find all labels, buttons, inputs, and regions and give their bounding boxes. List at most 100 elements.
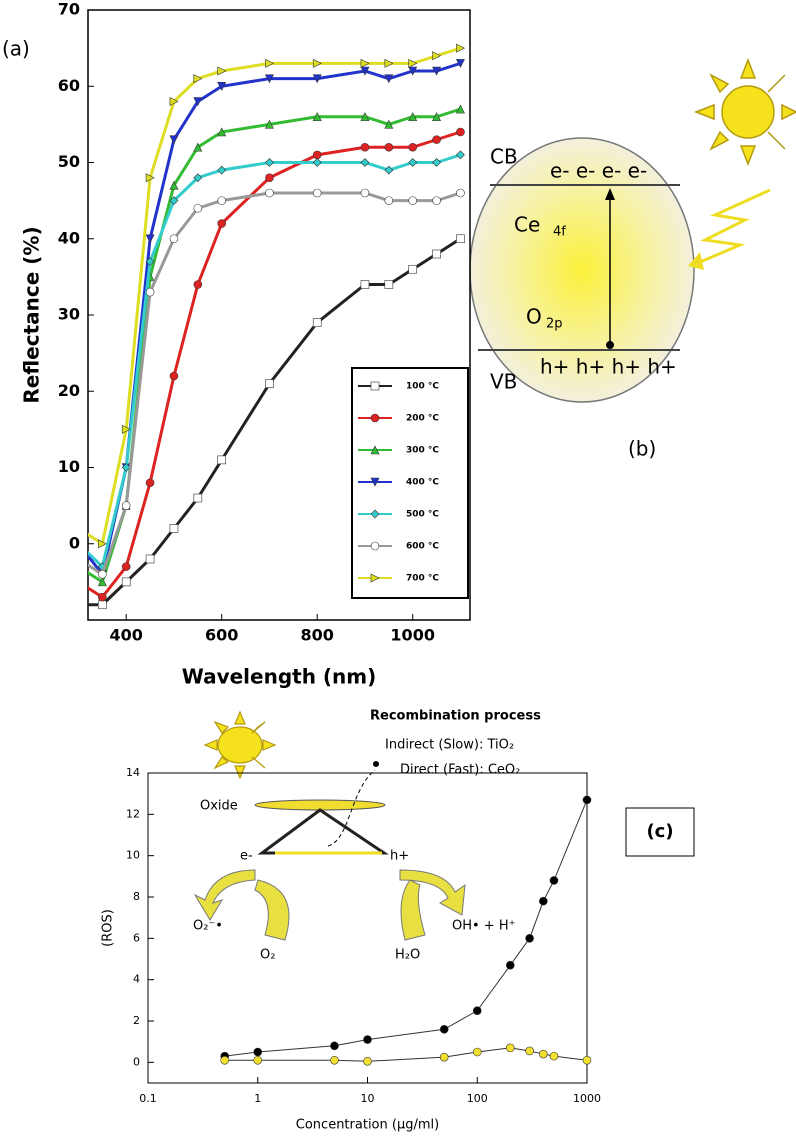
marker <box>439 1024 449 1034</box>
label-box <box>625 807 695 857</box>
y-tick-label: 40 <box>58 228 80 247</box>
marker <box>384 74 394 84</box>
arrow-right <box>399 869 466 916</box>
panel-label: (b) <box>628 437 656 461</box>
panel-label: (a) <box>2 37 30 61</box>
y-tick-label: 10 <box>126 849 140 862</box>
marker <box>97 577 107 587</box>
marker <box>98 600 107 610</box>
recombination-title: Recombination process <box>370 709 541 724</box>
marker <box>330 1055 339 1065</box>
marker <box>264 74 274 84</box>
marker <box>312 74 322 84</box>
marker <box>265 173 274 183</box>
marker <box>193 142 203 152</box>
x-tick-label: 100 <box>467 1092 488 1105</box>
arrow-left <box>193 869 256 921</box>
marker <box>217 219 226 228</box>
marker <box>408 158 418 167</box>
dashed-path <box>327 769 376 847</box>
marker <box>432 66 442 76</box>
marker <box>408 142 418 152</box>
x-axis-label: Wavelength (nm) <box>182 665 377 689</box>
marker <box>121 501 131 510</box>
marker <box>98 569 107 579</box>
x-tick-label: 0.1 <box>139 1092 157 1105</box>
x-tick-label: 10 <box>361 1092 375 1105</box>
marker <box>432 158 441 167</box>
holes: h+ h+ h+ h+ <box>540 355 677 379</box>
x-tick-label: 400 <box>109 626 142 645</box>
y-tick-label: 0 <box>69 533 80 552</box>
marker <box>455 104 465 114</box>
marker <box>360 58 370 68</box>
y-tick-label: 70 <box>58 0 80 19</box>
electron-label: e- <box>240 849 253 864</box>
marker <box>145 287 155 297</box>
marker <box>312 188 322 198</box>
marker <box>370 541 380 551</box>
marker <box>539 1049 548 1059</box>
o-label: O <box>526 305 542 329</box>
marker <box>384 165 394 175</box>
y-tick-label: 0 <box>133 1055 140 1068</box>
y-tick-label: 8 <box>133 890 140 903</box>
y-tick-label: 14 <box>126 766 140 779</box>
marker <box>121 577 131 587</box>
marker <box>363 1057 372 1066</box>
arrow-h2o <box>400 879 426 941</box>
x-tick-label: 800 <box>300 626 333 645</box>
marker <box>432 196 441 205</box>
marker <box>312 112 322 122</box>
marker <box>432 135 441 144</box>
oxide-label: Oxide <box>200 799 238 814</box>
marker <box>169 371 179 381</box>
marker <box>253 1055 263 1065</box>
y-tick-label: 50 <box>58 152 80 171</box>
marker <box>98 539 107 549</box>
marker <box>439 1052 449 1062</box>
marker <box>370 509 380 519</box>
marker <box>265 58 275 68</box>
marker <box>264 119 274 129</box>
marker <box>312 58 322 68</box>
legend-label: 200 °C <box>406 414 439 424</box>
marker <box>472 1006 482 1015</box>
marker <box>217 81 227 91</box>
marker <box>193 493 203 503</box>
marker <box>193 203 203 213</box>
marker <box>360 188 370 198</box>
legend-label: 600 °C <box>406 542 439 552</box>
indirect: Indirect (Slow): TiO₂ <box>385 738 514 753</box>
marker <box>265 188 274 198</box>
o-sub: 2p <box>546 317 563 332</box>
marker <box>539 896 548 906</box>
x-tick-label: 600 <box>205 626 238 645</box>
y-tick-label: 30 <box>58 305 80 324</box>
ros-diagram: Recombination process Indirect (Slow): T… <box>193 709 541 963</box>
marker <box>360 158 370 167</box>
marker <box>384 280 394 289</box>
marker <box>370 445 380 455</box>
marker <box>169 524 179 533</box>
marker <box>169 234 179 244</box>
hole-label: h+ <box>390 849 409 864</box>
vb-label: VB <box>490 370 517 394</box>
marker <box>360 280 370 289</box>
y-axis-label: (ROS) <box>101 909 116 947</box>
marker <box>384 58 394 68</box>
y-tick-label: 2 <box>133 1014 140 1027</box>
marker <box>408 58 418 68</box>
x-tick-label: 1000 <box>573 1092 601 1105</box>
y-axis-label: Reflectance (%) <box>20 226 44 403</box>
marker <box>408 264 418 274</box>
marker <box>98 592 107 602</box>
marker <box>330 1041 339 1051</box>
arrow-head <box>605 188 615 200</box>
x-axis-label: Concentration (μg/ml) <box>296 1118 439 1133</box>
panel-label: (c) <box>646 821 673 842</box>
marker <box>408 112 418 122</box>
marker <box>363 1035 372 1044</box>
marker <box>505 1043 515 1053</box>
marker <box>193 280 203 289</box>
